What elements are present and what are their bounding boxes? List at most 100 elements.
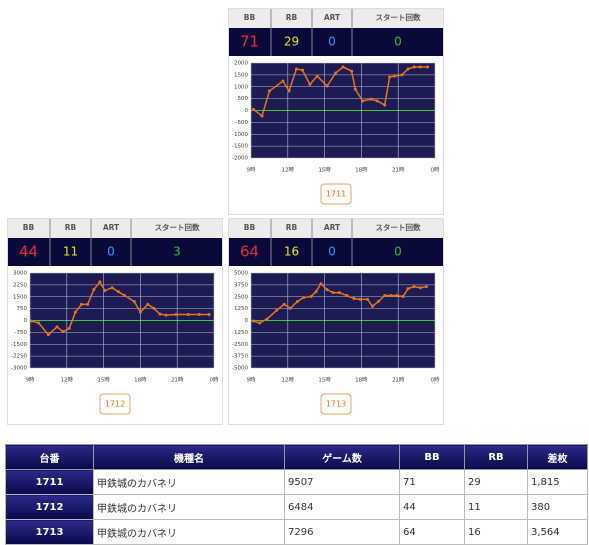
th: ゲーム数 [284, 444, 400, 470]
y-tick-label: 5000 [234, 271, 248, 277]
cell: 6484 [284, 494, 400, 520]
stat-value: 64 [240, 243, 259, 261]
cell: 380 [527, 494, 588, 520]
point [287, 89, 291, 93]
point [174, 312, 178, 316]
x-tick-label: 18時 [134, 376, 147, 384]
y-tick-label: -750 [15, 330, 28, 336]
x-tick-label: 18時 [355, 166, 368, 174]
point [388, 75, 392, 79]
x-tick-label: 15時 [318, 166, 331, 174]
y-tick-label: 2500 [234, 294, 248, 300]
x-tick-label: 9時 [247, 166, 256, 174]
y-tick-label: -2500 [232, 342, 248, 348]
stat-value: 29 [284, 35, 299, 49]
cell: 1712 [5, 494, 94, 520]
point [401, 294, 405, 298]
point [267, 89, 271, 93]
point [258, 321, 262, 325]
y-tick-label: 750 [17, 306, 28, 312]
machine-button[interactable] [99, 393, 131, 415]
point [370, 304, 374, 308]
cell: 29 [464, 469, 528, 495]
x-tick-label: 21時 [392, 376, 405, 384]
machine-panel: BB 71 RB 29 ART 0 スタート回数 0 2000 1500 1000 500 0 -500 -… [228, 8, 444, 215]
table-row: 1713 甲鉄城のカバネリ 7296 64 16 3,564 [5, 519, 588, 545]
table-row: 1712 甲鉄城のカバネリ 6484 44 11 380 [5, 494, 588, 520]
x-tick-label: 0時 [431, 166, 440, 174]
stat-label: ART [103, 223, 120, 232]
table-header: 台番 機種名 ゲーム数 BB RB 差枚 [5, 444, 588, 470]
point [46, 333, 50, 337]
y-tick-label: 1500 [234, 72, 248, 78]
y-tick-label: -2250 [11, 354, 27, 360]
machine-button-label[interactable]: 1712 [105, 400, 125, 409]
stats-values [229, 28, 443, 56]
stat-value: 0 [394, 245, 402, 259]
point [296, 299, 300, 303]
point [426, 65, 430, 69]
point [281, 79, 285, 83]
cell: 甲鉄城のカバネリ [93, 519, 285, 545]
th: RB [464, 444, 528, 470]
point [352, 296, 356, 300]
point [424, 285, 428, 289]
stat-label: スタート回数 [155, 222, 200, 232]
point [361, 99, 365, 103]
point [138, 310, 142, 314]
point [331, 291, 335, 295]
stat-value: 16 [284, 245, 299, 259]
cell: 44 [399, 494, 465, 520]
machine-button-label[interactable]: 1713 [326, 400, 346, 409]
cell: 甲鉄城のカバネリ [93, 494, 285, 520]
point [369, 97, 373, 101]
point [383, 294, 387, 298]
point [383, 103, 387, 107]
y-tick-label: 1000 [234, 84, 248, 90]
x-tick-label: 15時 [97, 376, 110, 384]
stat-value: 71 [240, 33, 259, 51]
th: BB [399, 444, 465, 470]
machine-button[interactable] [320, 393, 352, 415]
point [302, 296, 306, 300]
machine-button[interactable] [320, 183, 352, 205]
y-tick-label: -1000 [232, 132, 248, 138]
stat-label: RB [65, 223, 77, 232]
y-tick-label: 500 [238, 96, 249, 102]
point [358, 297, 362, 301]
point [366, 297, 370, 301]
stat-value: 3 [173, 245, 181, 259]
y-tick-label: 1500 [13, 294, 27, 300]
point [103, 289, 107, 293]
point [98, 280, 102, 284]
point [152, 306, 156, 310]
point [61, 330, 65, 334]
point [207, 312, 211, 316]
series-line [253, 282, 427, 324]
point [315, 74, 319, 78]
y-tick-label: 3000 [13, 271, 27, 277]
y-tick-label: 0 [245, 318, 249, 324]
stat-label: BB [23, 223, 35, 232]
x-tick-label: 9時 [247, 376, 256, 384]
point [260, 114, 264, 118]
point [337, 291, 341, 295]
point [400, 73, 404, 77]
y-tick-label: 2250 [13, 282, 27, 288]
cell: 9507 [284, 469, 400, 495]
x-tick-label: 9時 [26, 376, 35, 384]
point [412, 65, 416, 69]
stat-label: スタート回数 [376, 222, 421, 232]
y-tick-label: 1250 [234, 306, 248, 312]
point [406, 287, 410, 291]
x-tick-label: 12時 [282, 166, 295, 174]
machine-button-label[interactable]: 1711 [326, 190, 346, 199]
stats-values [229, 238, 443, 266]
point [288, 306, 292, 310]
stat-value: 0 [107, 245, 115, 259]
stat-value: 0 [394, 35, 402, 49]
th: 差枚 [527, 444, 588, 470]
point [375, 99, 379, 103]
cell: 64 [399, 519, 465, 545]
point [282, 302, 286, 306]
